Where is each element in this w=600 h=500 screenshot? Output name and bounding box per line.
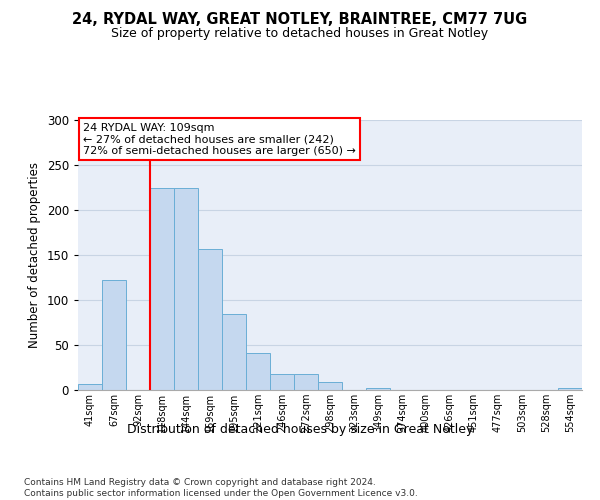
Bar	[558, 388, 582, 390]
Bar	[102, 280, 126, 390]
Bar	[198, 248, 222, 390]
Text: Contains HM Land Registry data © Crown copyright and database right 2024.
Contai: Contains HM Land Registry data © Crown c…	[24, 478, 418, 498]
Bar	[78, 384, 102, 390]
Bar	[366, 388, 390, 390]
Bar	[246, 353, 270, 390]
Bar	[222, 314, 246, 390]
Text: Distribution of detached houses by size in Great Notley: Distribution of detached houses by size …	[127, 422, 473, 436]
Bar	[294, 374, 318, 390]
Bar	[150, 188, 174, 390]
Bar	[318, 382, 342, 390]
Text: Size of property relative to detached houses in Great Notley: Size of property relative to detached ho…	[112, 28, 488, 40]
Text: 24, RYDAL WAY, GREAT NOTLEY, BRAINTREE, CM77 7UG: 24, RYDAL WAY, GREAT NOTLEY, BRAINTREE, …	[73, 12, 527, 28]
Y-axis label: Number of detached properties: Number of detached properties	[28, 162, 41, 348]
Text: 24 RYDAL WAY: 109sqm
← 27% of detached houses are smaller (242)
72% of semi-deta: 24 RYDAL WAY: 109sqm ← 27% of detached h…	[83, 122, 356, 156]
Bar	[174, 188, 198, 390]
Bar	[270, 374, 294, 390]
